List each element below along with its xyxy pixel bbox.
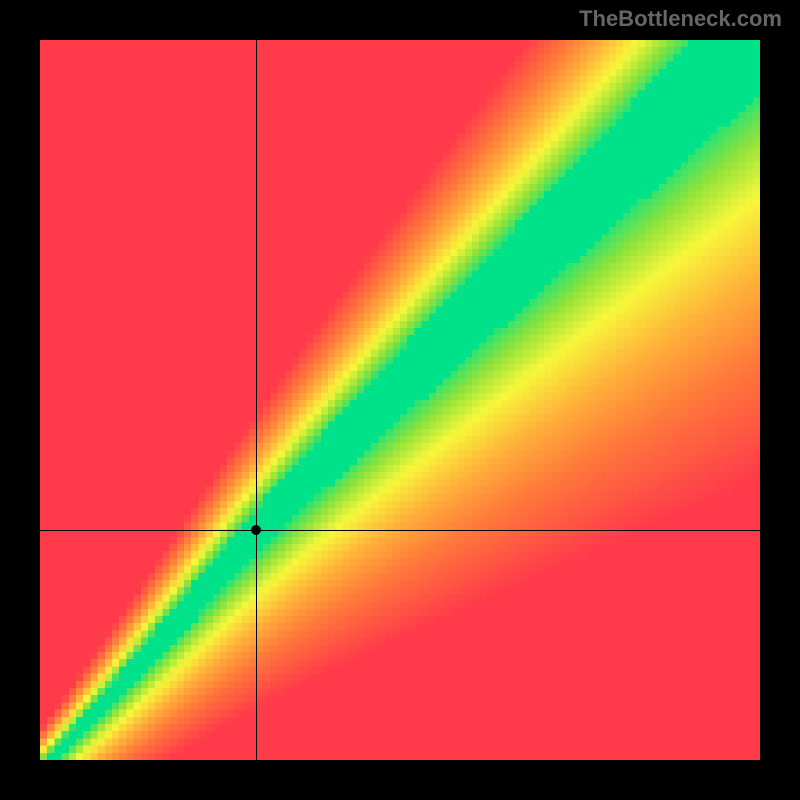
heatmap-canvas [40,40,760,760]
crosshair-vertical [256,40,257,760]
plot-area [40,40,760,760]
crosshair-horizontal [40,530,760,531]
watermark-text: TheBottleneck.com [579,6,782,32]
chart-container: TheBottleneck.com [0,0,800,800]
crosshair-marker [251,525,261,535]
